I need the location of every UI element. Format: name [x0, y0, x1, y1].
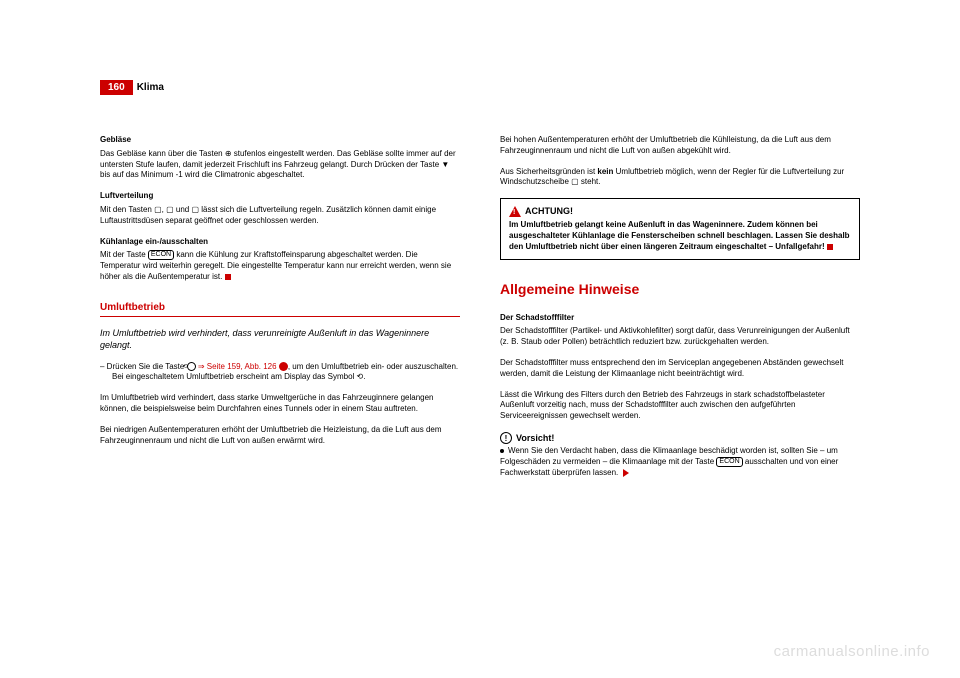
bullet-icon — [500, 449, 504, 453]
geblase-heading: Gebläse — [100, 135, 460, 146]
end-marker-icon — [225, 274, 231, 280]
econ-key-icon: ECON — [148, 250, 174, 260]
filter-p2: Der Schadstofffilter muss entsprechend d… — [500, 358, 860, 380]
ref-bubble-2: 2 — [279, 362, 288, 371]
right-column: Bei hohen Außentemperaturen erhöht der U… — [500, 135, 860, 489]
continue-arrow-icon — [623, 469, 629, 477]
kuhlanlage-pre: Mit der Taste — [100, 250, 148, 259]
warning-triangle-icon — [509, 206, 521, 217]
kuhlanlage-para: Mit der Taste ECON kann die Kühlung zur … — [100, 250, 460, 282]
warning-body-text: Im Umluftbetrieb gelangt keine Außenluft… — [509, 220, 850, 251]
right-p2: Aus Sicherheitsgründen ist kein Umluftbe… — [500, 167, 860, 189]
warning-title-row: ACHTUNG! — [509, 205, 851, 217]
watermark: carmanualsonline.info — [774, 643, 930, 660]
filter-p1: Der Schadstofffilter (Partikel- und Akti… — [500, 326, 860, 348]
filter-heading: Der Schadstofffilter — [500, 313, 860, 324]
end-marker-icon — [827, 244, 833, 250]
luftverteilung-heading: Luftverteilung — [100, 191, 460, 202]
allgemeine-heading: Allgemeine Hinweise — [500, 280, 860, 299]
warning-body: Im Umluftbetrieb gelangt keine Außenluft… — [509, 220, 851, 252]
left-column: Gebläse Das Gebläse kann über die Tasten… — [100, 135, 460, 489]
umluft-heading: Umluftbetrieb — [100, 301, 460, 318]
umluft-lead: Im Umluftbetrieb wird verhindert, dass v… — [100, 327, 460, 351]
caution-body: Wenn Sie den Verdacht haben, dass die Kl… — [500, 446, 860, 478]
recirculate-key-icon: ⟲ — [187, 362, 196, 371]
page-container: 160 Klima Gebläse Das Gebläse kann über … — [0, 0, 960, 529]
warning-title: ACHTUNG! — [525, 205, 573, 217]
caution-circle-icon: ! — [500, 432, 512, 444]
instr-pre: – Drücken Sie die Taste — [100, 362, 187, 371]
umluft-p5: Bei niedrigen Außentemperaturen erhöht d… — [100, 425, 460, 447]
header-row: 160 Klima — [100, 80, 860, 95]
page-ref-link[interactable]: ⇒ Seite 159, Abb. 126 — [198, 362, 277, 371]
umluft-instruction: – Drücken Sie die Taste ⟲ ⇒ Seite 159, A… — [100, 362, 460, 384]
right-p2-pre: Aus Sicherheitsgründen ist — [500, 167, 597, 176]
caution-title-row: ! Vorsicht! — [500, 432, 860, 444]
content-columns: Gebläse Das Gebläse kann über die Tasten… — [100, 135, 860, 489]
kuhlanlage-heading: Kühlanlage ein-/ausschalten — [100, 237, 460, 248]
caution-title: Vorsicht! — [516, 432, 554, 444]
umluft-p4: Im Umluftbetrieb wird verhindert, dass s… — [100, 393, 460, 415]
geblase-body: Das Gebläse kann über die Tasten ⊕ stufe… — [100, 149, 460, 181]
right-p1: Bei hohen Außentemperaturen erhöht der U… — [500, 135, 860, 157]
right-p2-bold: kein — [597, 167, 613, 176]
filter-p3: Lässt die Wirkung des Filters durch den … — [500, 390, 860, 422]
section-header: Klima — [137, 82, 164, 93]
warning-box: ACHTUNG! Im Umluftbetrieb gelangt keine … — [500, 198, 860, 260]
luftverteilung-body: Mit den Tasten ▢, ▢ und ▢ lässt sich die… — [100, 205, 460, 227]
page-number: 160 — [100, 80, 133, 95]
econ-key-icon: ECON — [716, 457, 742, 467]
